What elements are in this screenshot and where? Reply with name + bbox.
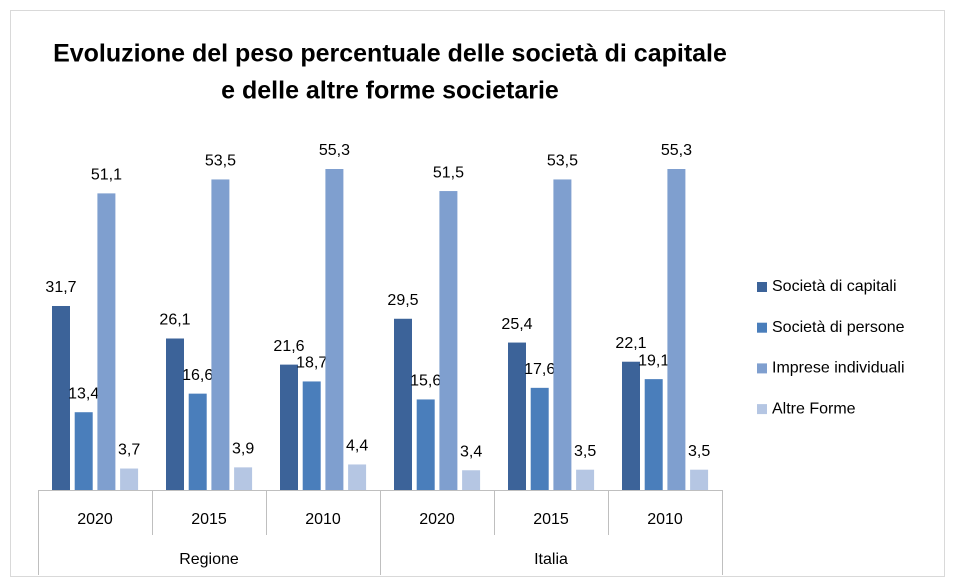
data-label: 26,1: [159, 312, 190, 329]
data-label: 3,7: [118, 442, 140, 459]
data-label: 51,5: [433, 164, 464, 181]
legend-swatch: [757, 404, 767, 415]
bar: [416, 399, 435, 490]
legend-swatch: [757, 322, 767, 333]
data-label: 4,4: [346, 438, 368, 455]
legend-label: Società di persone: [772, 319, 905, 336]
data-label: 21,6: [273, 338, 304, 355]
data-label: 15,6: [410, 373, 441, 390]
bar: [325, 169, 344, 490]
data-label: 51,1: [91, 167, 122, 184]
data-label: 53,5: [547, 153, 578, 170]
bar: [348, 464, 367, 490]
data-label: 31,7: [45, 279, 76, 296]
bar: [74, 412, 93, 490]
bar: [188, 393, 207, 490]
data-label: 3,5: [688, 443, 710, 460]
legend-label: Altre Forme: [772, 400, 856, 417]
bar: [530, 387, 549, 490]
data-label: 55,3: [661, 142, 692, 159]
data-label: 16,6: [182, 367, 213, 384]
group-label: Regione: [179, 551, 239, 568]
bar: [394, 318, 412, 490]
bar: [211, 179, 230, 490]
data-label: 25,4: [501, 316, 532, 333]
bar: [97, 193, 116, 490]
bar: [280, 364, 298, 490]
chart-title: Evoluzione del peso percentuale delle so…: [53, 40, 727, 68]
data-label: 22,1: [615, 335, 646, 352]
bar: [302, 381, 321, 490]
x-tick-label: 2020: [419, 511, 455, 528]
legend-label: Imprese individuali: [772, 360, 905, 377]
x-tick-label: 2020: [77, 511, 113, 528]
data-label: 53,5: [205, 153, 236, 170]
legend-label: Società di capitali: [772, 278, 897, 295]
bar: [52, 305, 70, 490]
bar: [644, 379, 663, 490]
data-label: 3,4: [460, 443, 482, 460]
chart-title: e delle altre forme societarie: [221, 77, 559, 105]
data-label: 13,4: [68, 385, 99, 402]
x-tick-label: 2010: [647, 511, 683, 528]
bar: [553, 179, 572, 490]
bar: [439, 191, 458, 490]
bar: [120, 468, 139, 490]
data-label: 18,7: [296, 355, 327, 372]
bar: [576, 469, 595, 490]
data-label: 17,6: [524, 361, 555, 378]
bar: [667, 169, 686, 490]
legend-swatch: [757, 363, 767, 374]
x-tick-label: 2015: [533, 511, 569, 528]
data-label: 3,9: [232, 441, 254, 458]
bar: [508, 342, 526, 490]
group-label: Italia: [534, 551, 568, 568]
legend-swatch: [757, 282, 767, 292]
x-tick-label: 2010: [305, 511, 341, 528]
bar: [690, 469, 709, 490]
data-label: 3,5: [574, 443, 596, 460]
bar: [166, 338, 184, 490]
data-label: 19,1: [638, 352, 669, 369]
bar: [462, 470, 481, 490]
bar: [622, 361, 640, 490]
data-label: 29,5: [387, 292, 418, 309]
bar: [234, 467, 253, 490]
x-tick-label: 2015: [191, 511, 227, 528]
data-label: 55,3: [319, 142, 350, 159]
